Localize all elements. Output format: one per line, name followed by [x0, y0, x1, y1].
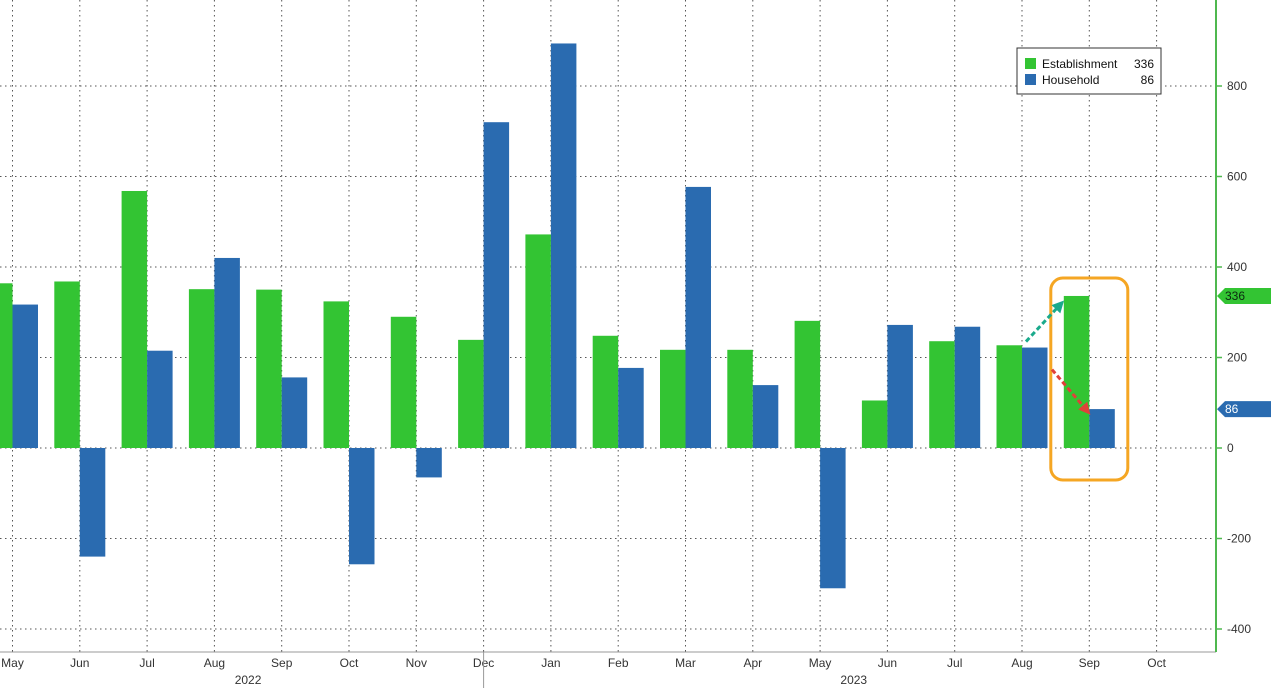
establishment-bar-5: [323, 301, 349, 448]
legend-swatch-0: [1025, 58, 1036, 69]
last-value-tag-shape-0: [1217, 287, 1271, 304]
x-tick-label-4: Sep: [271, 656, 293, 670]
annotations: [1024, 276, 1130, 482]
x-tick-label-13: Jun: [878, 656, 897, 670]
x-tick-label-2: Jul: [139, 656, 154, 670]
y-tick-label-800: 800: [1227, 79, 1247, 93]
y-axis: 800 600 400 200 0 -200 -400 336 86: [1215, 0, 1271, 652]
household-bar-5: [349, 448, 375, 565]
arrow-down: [1050, 368, 1091, 415]
household-bar-1: [79, 448, 106, 557]
household-bar-3: [214, 257, 240, 448]
x-axis: May Jun Jul Aug Sep Oct Nov Dec Jan Feb Mar Apr May J…: [0, 651, 1216, 688]
last-value-tag-shape-1: [1217, 401, 1271, 418]
last-value-tag-label-1: 86: [1225, 402, 1239, 416]
y-tick-label--400: -400: [1227, 622, 1251, 636]
household-bar-9: [618, 367, 644, 448]
household-bar-8: [550, 43, 577, 449]
y-tick-label-0: 0: [1227, 441, 1234, 455]
establishment-bar-9: [592, 335, 619, 448]
arrow-up: [1024, 300, 1065, 343]
household-bar-0: [12, 304, 38, 448]
establishment-bar-7: [458, 339, 484, 448]
x-tick-label-15: Aug: [1011, 656, 1032, 670]
x-tick-label-12: May: [809, 656, 832, 670]
establishment-bar-13: [861, 400, 888, 448]
legend-label-1: Household: [1042, 73, 1099, 87]
x-tick-label-0: May: [1, 656, 24, 670]
establishment-bar-1: [54, 281, 80, 448]
legend-box: [1016, 47, 1162, 95]
grid-lines: [0, 0, 1216, 652]
y-tick-label-600: 600: [1227, 170, 1247, 184]
x-tick-label-3: Aug: [204, 656, 225, 670]
y-tick-label-200: 200: [1227, 351, 1247, 365]
household-bar-10: [685, 186, 711, 448]
household-bar-15: [1022, 347, 1048, 448]
establishment-bar-11: [727, 349, 753, 448]
x-tick-label-8: Jan: [541, 656, 560, 670]
establishment-bar-3: [188, 289, 215, 448]
establishment-bar-4: [256, 289, 282, 448]
establishment-bar-2: [121, 190, 148, 449]
legend-value-1: 86: [1141, 73, 1155, 87]
establishment-bar-6: [390, 316, 417, 448]
legend-value-0: 336: [1134, 57, 1154, 71]
household-bar-4: [281, 377, 308, 448]
x-tick-label-9: Feb: [608, 656, 629, 670]
legend: Establishment 336 Household 86: [1016, 47, 1162, 95]
household-bar-16: [1089, 409, 1115, 448]
highlight-box: [1049, 276, 1130, 482]
last-value-tag-336: 336: [1217, 287, 1271, 304]
household-bar-2: [147, 350, 173, 448]
household-bar-11: [752, 385, 779, 448]
x-tick-label-10: Mar: [675, 656, 696, 670]
establishment-bar-10: [660, 349, 686, 448]
household-bar-14: [954, 326, 981, 448]
establishment-bar-8: [525, 234, 551, 448]
household-bar-6: [416, 448, 442, 478]
x-tick-label-5: Oct: [340, 656, 359, 670]
establishment-bar-0: [0, 283, 13, 448]
bars: [0, 43, 1115, 589]
x-tick-label-6: Nov: [406, 656, 427, 670]
establishment-bar-15: [996, 345, 1022, 448]
x-tick-label-11: Apr: [743, 656, 762, 670]
x-tick-label-16: Sep: [1079, 656, 1101, 670]
y-tick-label-400: 400: [1227, 260, 1247, 274]
household-bar-7: [483, 122, 510, 448]
establishment-bar-16: [1063, 295, 1090, 448]
x-tick-label-14: Jul: [947, 656, 962, 670]
x-tick-label-17: Oct: [1147, 656, 1166, 670]
last-value-tag-label-0: 336: [1225, 289, 1245, 303]
year-label-2022: 2022: [235, 673, 262, 687]
legend-swatch-1: [1025, 74, 1036, 85]
legend-label-0: Establishment: [1042, 57, 1118, 71]
x-tick-label-1: Jun: [70, 656, 89, 670]
y-tick-label--200: -200: [1227, 532, 1251, 546]
establishment-bar-12: [794, 320, 821, 448]
last-value-tag-86: 86: [1217, 401, 1271, 418]
establishment-bar-14: [929, 341, 955, 448]
household-bar-13: [887, 324, 913, 448]
household-bar-12: [820, 448, 846, 589]
year-label-2023: 2023: [840, 673, 867, 687]
